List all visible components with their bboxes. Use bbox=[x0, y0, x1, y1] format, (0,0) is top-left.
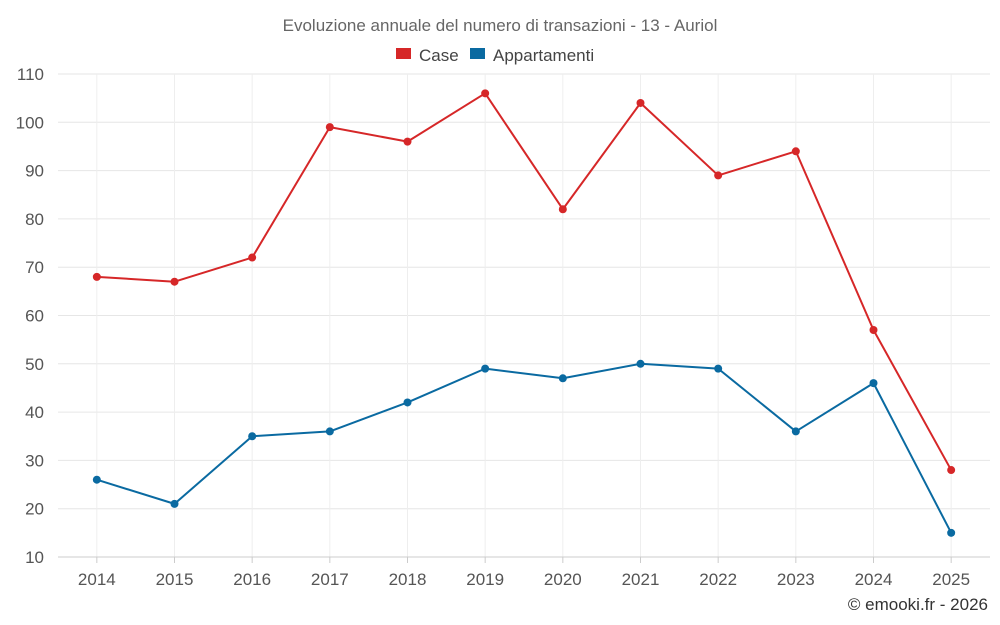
point-appartamenti-2023[interactable] bbox=[791, 427, 800, 436]
point-appartamenti-2021[interactable] bbox=[636, 359, 645, 368]
x-tick-label-2020: 2020 bbox=[544, 570, 582, 589]
legend-swatch-case bbox=[396, 48, 411, 59]
point-case-2018[interactable] bbox=[403, 137, 412, 146]
grid bbox=[58, 73, 990, 558]
x-tick-label-2015: 2015 bbox=[156, 570, 194, 589]
x-tick-label-2017: 2017 bbox=[311, 570, 349, 589]
series-layer bbox=[92, 89, 956, 537]
x-tick-label-2024: 2024 bbox=[855, 570, 893, 589]
y-tick-label-10: 10 bbox=[25, 548, 44, 567]
x-tick-label-2019: 2019 bbox=[466, 570, 504, 589]
point-case-2023[interactable] bbox=[791, 147, 800, 156]
point-case-2019[interactable] bbox=[481, 89, 490, 98]
legend-label-appartamenti[interactable]: Appartamenti bbox=[493, 46, 594, 65]
point-appartamenti-2016[interactable] bbox=[248, 432, 257, 441]
point-appartamenti-2020[interactable] bbox=[558, 374, 567, 383]
point-case-2022[interactable] bbox=[714, 171, 723, 180]
point-appartamenti-2019[interactable] bbox=[481, 364, 490, 373]
point-appartamenti-2017[interactable] bbox=[325, 427, 334, 436]
legend-label-case[interactable]: Case bbox=[419, 46, 459, 65]
y-tick-label-110: 110 bbox=[17, 65, 44, 84]
point-appartamenti-2022[interactable] bbox=[714, 364, 723, 373]
point-case-2025[interactable] bbox=[947, 466, 956, 475]
series-line-appartamenti bbox=[96, 362, 953, 534]
x-tick-label-2022: 2022 bbox=[699, 570, 737, 589]
x-tick-label-2023: 2023 bbox=[777, 570, 815, 589]
y-tick-label-80: 80 bbox=[25, 210, 44, 229]
y-tick-label-30: 30 bbox=[25, 451, 44, 470]
point-case-2021[interactable] bbox=[636, 98, 645, 107]
y-tick-label-60: 60 bbox=[25, 307, 44, 326]
legend: Case Appartamenti bbox=[396, 46, 594, 65]
x-tick-label-2021: 2021 bbox=[622, 570, 660, 589]
x-tick-label-2018: 2018 bbox=[389, 570, 427, 589]
point-appartamenti-2015[interactable] bbox=[170, 499, 179, 508]
chart-title: Evoluzione annuale del numero di transaz… bbox=[283, 16, 718, 35]
y-tick-label-90: 90 bbox=[25, 162, 44, 181]
axes: 10 20 30 40 50 60 70 80 90 100 110 2014 2015 2016 2017… bbox=[16, 65, 990, 589]
point-appartamenti-2018[interactable] bbox=[403, 398, 412, 407]
y-tick-label-100: 100 bbox=[16, 113, 44, 132]
point-case-2020[interactable] bbox=[558, 205, 567, 214]
credit-text: © emooki.fr - 2026 bbox=[848, 595, 988, 614]
point-case-2024[interactable] bbox=[869, 325, 878, 334]
y-tick-label-70: 70 bbox=[25, 258, 44, 277]
legend-swatch-appartamenti bbox=[470, 48, 485, 59]
point-case-2014[interactable] bbox=[92, 272, 101, 281]
point-appartamenti-2025[interactable] bbox=[947, 528, 956, 537]
point-case-2016[interactable] bbox=[248, 253, 257, 262]
point-case-2015[interactable] bbox=[170, 277, 179, 286]
point-appartamenti-2024[interactable] bbox=[869, 379, 878, 388]
y-tick-label-40: 40 bbox=[25, 403, 44, 422]
y-tick-label-50: 50 bbox=[25, 355, 44, 374]
x-tick-label-2014: 2014 bbox=[78, 570, 116, 589]
point-appartamenti-2014[interactable] bbox=[92, 475, 101, 484]
point-case-2017[interactable] bbox=[325, 123, 334, 132]
series-line-case bbox=[96, 92, 953, 471]
x-tick-label-2016: 2016 bbox=[233, 570, 271, 589]
x-tick-label-2025: 2025 bbox=[932, 570, 970, 589]
y-tick-label-20: 20 bbox=[25, 500, 44, 519]
